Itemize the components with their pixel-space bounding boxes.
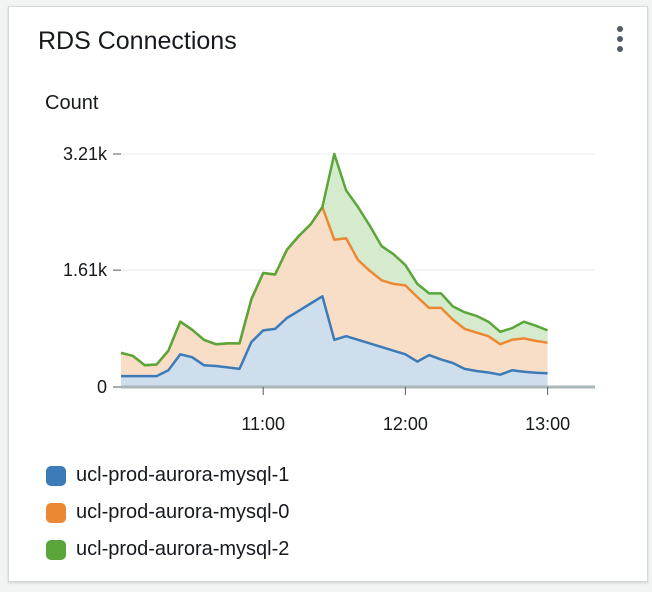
connections-chart: Count 0 1.61k 3.21k 11:00 12:00 13:00 — [45, 92, 595, 434]
menu-dot — [617, 36, 623, 42]
legend-item[interactable]: ucl-prod-aurora-mysql-2 — [46, 531, 289, 568]
area-ucl-prod-aurora-mysql-0 — [121, 207, 548, 377]
area-ucl-prod-aurora-mysql-1 — [121, 296, 548, 387]
more-options-icon[interactable] — [609, 23, 631, 57]
menu-dot — [617, 26, 623, 32]
legend-item[interactable]: ucl-prod-aurora-mysql-1 — [46, 457, 289, 494]
y-tick-label: 0 — [97, 377, 107, 397]
y-tick-label: 1.61k — [63, 260, 108, 280]
chart-legend: ucl-prod-aurora-mysql-1 ucl-prod-aurora-m… — [46, 457, 289, 568]
legend-label: ucl-prod-aurora-mysql-1 — [76, 464, 290, 486]
legend-swatch — [46, 465, 66, 486]
y-axis-label: Count — [45, 92, 99, 114]
legend-label: ucl-prod-aurora-mysql-0 — [76, 501, 290, 523]
legend-item[interactable]: ucl-prod-aurora-mysql-0 — [46, 494, 289, 531]
line-ucl-prod-aurora-mysql-1 — [121, 295, 548, 378]
y-tick-label: 3.21k — [63, 144, 108, 164]
area-ucl-prod-aurora-mysql-2 — [121, 154, 548, 366]
rds-connections-widget: RDS Connections Count 0 1.61k 3.21k 11:00 12:… — [8, 6, 648, 582]
x-tick-label: 11:00 — [241, 414, 285, 434]
menu-dot — [617, 46, 623, 52]
legend-swatch — [46, 502, 66, 523]
line-ucl-prod-aurora-mysql-2 — [120, 152, 549, 367]
legend-label: ucl-prod-aurora-mysql-2 — [76, 538, 290, 560]
widget-title: RDS Connections — [38, 27, 237, 55]
x-tick-label: 12:00 — [383, 414, 428, 434]
x-tick-label: 13:00 — [525, 414, 570, 434]
legend-swatch — [46, 539, 66, 560]
